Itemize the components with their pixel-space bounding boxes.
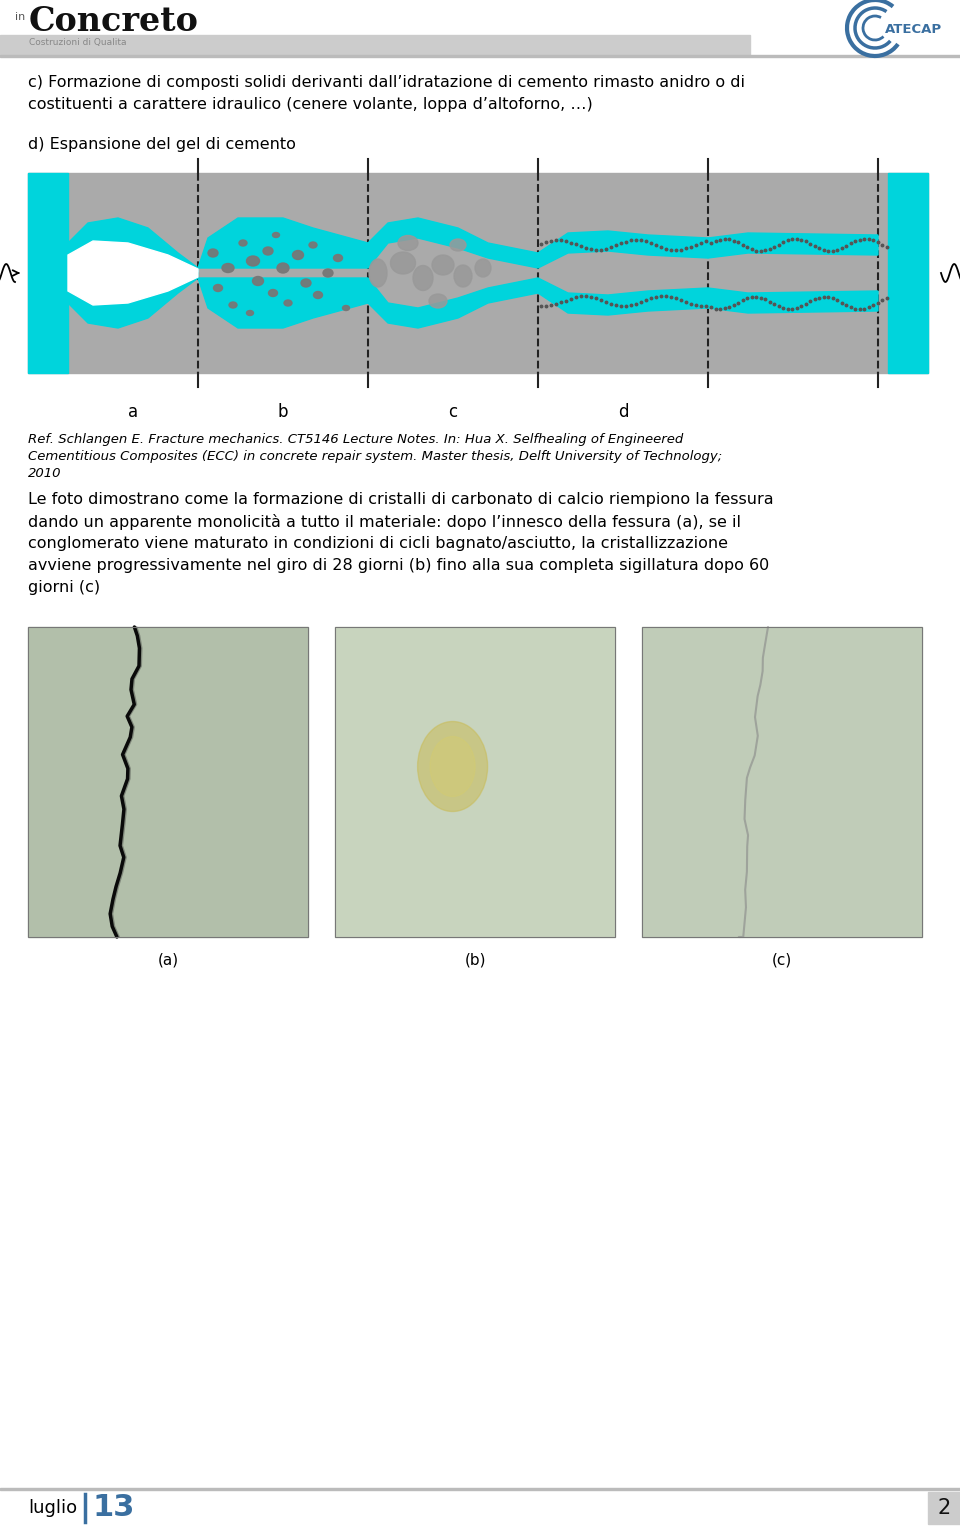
Text: costituenti a carattere idraulico (cenere volante, loppa d’altoforno, …): costituenti a carattere idraulico (cener… [28,96,592,112]
Polygon shape [198,278,368,327]
Bar [28,173,928,373]
Text: (a): (a) [157,952,179,967]
Ellipse shape [369,259,387,288]
Bar [28,627,308,936]
Polygon shape [708,288,878,314]
Polygon shape [198,217,368,268]
Text: d: d [617,402,628,421]
Ellipse shape [343,306,349,311]
Ellipse shape [430,736,475,797]
Ellipse shape [293,251,303,260]
Ellipse shape [333,254,343,262]
Text: 2010: 2010 [28,467,61,480]
Text: 2: 2 [937,1498,950,1518]
Text: avviene progressivamente nel giro di 28 giorni (b) fino alla sua completa sigill: avviene progressivamente nel giro di 28 … [28,558,769,574]
Polygon shape [368,217,538,268]
Ellipse shape [454,265,472,288]
Ellipse shape [429,294,447,308]
Ellipse shape [247,256,259,266]
Ellipse shape [432,256,454,275]
Bar [28,173,68,373]
Text: Ref. Schlangen E. Fracture mechanics. CT5146 Lecture Notes. In: Hua X. Selfheali: Ref. Schlangen E. Fracture mechanics. CT… [28,433,684,447]
Ellipse shape [213,285,223,292]
Ellipse shape [284,300,292,306]
Ellipse shape [208,249,218,257]
Ellipse shape [269,289,277,297]
Bar [335,627,615,936]
Text: a: a [128,402,138,421]
Ellipse shape [314,292,323,298]
Ellipse shape [277,263,289,272]
Bar [0,0,960,55]
Text: Le foto dimostrano come la formazione di cristalli di carbonato di calcio riempi: Le foto dimostrano come la formazione di… [28,493,774,506]
Bar [888,173,928,373]
Ellipse shape [301,278,311,288]
Text: (b): (b) [465,952,486,967]
Ellipse shape [252,277,263,286]
Ellipse shape [413,266,433,291]
Text: Concreto: Concreto [29,5,199,38]
Ellipse shape [247,311,253,315]
Text: Cementitious Composites (ECC) in concrete repair system. Master thesis, Delft Un: Cementitious Composites (ECC) in concret… [28,450,722,464]
Text: c: c [448,402,458,421]
Text: d) Espansione del gel di cemento: d) Espansione del gel di cemento [28,136,296,151]
Text: in: in [15,12,25,21]
Bar [642,627,922,936]
Ellipse shape [398,236,418,251]
Bar [0,35,750,55]
Ellipse shape [273,233,279,237]
Polygon shape [68,242,198,304]
Ellipse shape [450,239,466,251]
Bar [642,627,922,936]
Bar [28,627,308,936]
Text: 13: 13 [92,1493,134,1522]
Ellipse shape [222,263,234,272]
Bar [928,1492,960,1524]
Text: c) Formazione di composti solidi derivanti dall’idratazione di cemento rimasto a: c) Formazione di composti solidi derivan… [28,75,745,90]
Ellipse shape [418,722,488,811]
Ellipse shape [475,259,491,277]
Text: conglomerato viene maturato in condizioni di cicli bagnato/asciutto, la cristall: conglomerato viene maturato in condizion… [28,536,728,551]
Ellipse shape [391,252,416,274]
Ellipse shape [239,240,247,246]
Text: luglio: luglio [28,1499,77,1518]
Polygon shape [538,231,708,268]
Bar [335,627,615,936]
Ellipse shape [323,269,333,277]
Ellipse shape [309,242,317,248]
Text: Costruzioni di Qualita: Costruzioni di Qualita [29,38,127,47]
Polygon shape [708,233,878,259]
Text: dando un apparente monolicità a tutto il materiale: dopo l’innesco della fessura: dando un apparente monolicità a tutto il… [28,514,741,529]
Text: giorni (c): giorni (c) [28,580,100,595]
Text: (c): (c) [772,952,792,967]
Text: b: b [277,402,288,421]
Ellipse shape [229,301,237,308]
Ellipse shape [263,246,273,256]
Polygon shape [68,217,198,327]
Text: ATECAP: ATECAP [885,23,942,35]
Polygon shape [538,278,708,315]
Polygon shape [368,278,538,327]
